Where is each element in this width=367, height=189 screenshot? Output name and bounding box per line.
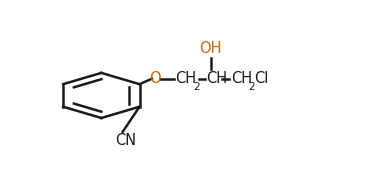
Text: OH: OH <box>200 41 222 56</box>
Text: CH: CH <box>231 71 252 86</box>
Text: 2: 2 <box>248 82 255 92</box>
Text: 2: 2 <box>193 82 200 92</box>
Text: CH: CH <box>207 71 228 86</box>
Text: Cl: Cl <box>254 71 268 86</box>
Text: O: O <box>150 71 161 86</box>
Text: CN: CN <box>115 133 136 148</box>
Text: CH: CH <box>175 71 196 86</box>
